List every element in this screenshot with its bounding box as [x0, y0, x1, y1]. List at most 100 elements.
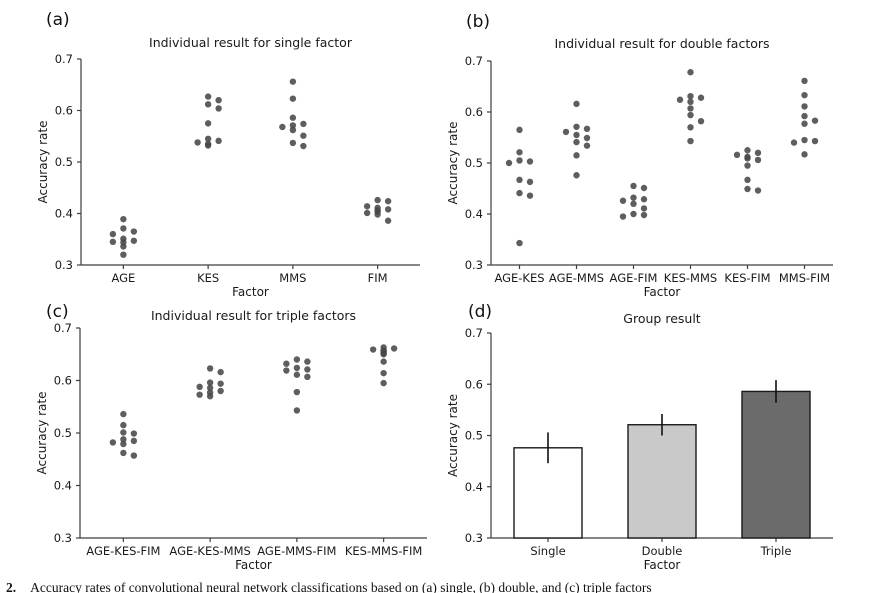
scatter-point [573, 123, 580, 130]
scatter-point [697, 94, 705, 101]
scatter-point [687, 124, 694, 131]
scatter-point [120, 449, 127, 457]
x-tick-label: AGE-MMS [549, 271, 604, 285]
scatter-point [380, 358, 387, 365]
chart-title: Group result [623, 311, 700, 326]
scatter-point [516, 176, 523, 184]
scatter-point [754, 156, 762, 164]
scatter-point [516, 239, 523, 247]
x-tick-label: MMS [279, 271, 306, 285]
scatter-point [204, 135, 212, 143]
scatter-point [109, 439, 117, 446]
scatter-point [293, 364, 301, 372]
x-tick-label: FIM [368, 271, 388, 285]
y-axis-title: Accuracy rate [446, 122, 460, 205]
y-tick-label: 0.5 [465, 156, 483, 170]
scatter-point [130, 237, 138, 244]
scatter-point [640, 211, 648, 219]
scatter-point [619, 213, 627, 220]
bar [627, 424, 697, 539]
scatter-point [744, 147, 751, 154]
y-tick-label: 0.5 [55, 155, 73, 169]
scatter-point [526, 192, 534, 199]
scatter-point [526, 178, 534, 186]
scatter-point [811, 137, 819, 145]
panel-c-label: (c) [46, 302, 69, 322]
chart-title: Individual result for single factor [149, 35, 353, 50]
scatter-point [217, 368, 224, 376]
scatter-point [384, 217, 392, 224]
panel-d: (d) 0.3 0.4 0.5 0.6 0.7 Single Double Triple Gro… [442, 296, 884, 580]
scatter-point [583, 134, 591, 142]
panel-b-label: (b) [466, 12, 491, 32]
scatter-point [390, 345, 398, 352]
scatter-point [687, 98, 694, 106]
scatter-point [516, 126, 523, 134]
scatter-point [573, 138, 580, 146]
scatter-point [215, 97, 222, 104]
scatter-point [801, 77, 808, 85]
scatter-point [120, 429, 127, 436]
scatter-point [196, 383, 203, 390]
scatter-point [120, 215, 127, 223]
scatter-point [363, 203, 371, 210]
scatter-point [374, 196, 381, 204]
scatter-point [130, 228, 138, 235]
scatter-point [573, 172, 580, 179]
scatter-point [206, 393, 214, 400]
scatter-point [289, 126, 297, 134]
scatter-point [744, 155, 751, 162]
panel-a-chart: 0.3 0.4 0.5 0.6 0.7 AGE KES MMS FIM Individual re… [36, 35, 420, 296]
scatter-point [120, 225, 127, 232]
x-tick-label: KES [197, 271, 219, 285]
y-tick-label: 0.4 [54, 479, 72, 493]
y-tick-label: 0.3 [55, 258, 73, 272]
y-tick-label: 0.3 [465, 258, 483, 272]
scatter-point [380, 379, 387, 387]
scatter-point [754, 149, 762, 156]
scatter-point [304, 373, 311, 381]
scatter-point [217, 380, 224, 387]
scatter-point [289, 78, 297, 85]
y-tick-label: 0.7 [54, 321, 72, 335]
scatter-point [374, 211, 381, 218]
bar [741, 390, 811, 539]
scatter-point [380, 351, 387, 358]
scatter-point [363, 209, 371, 217]
scatter-point [697, 117, 705, 125]
scatter-point [640, 205, 648, 212]
y-tick-label: 0.4 [465, 207, 483, 221]
scatter-point [687, 105, 694, 112]
x-tick-label: AGE-MMS-FIM [257, 544, 336, 558]
scatter-point [801, 91, 808, 99]
scatter-point [505, 159, 513, 167]
x-tick-label: Double [642, 544, 683, 558]
scatter-point [640, 196, 648, 203]
scatter-point [573, 131, 580, 139]
panel-a-label: (a) [46, 10, 70, 30]
scatter-point [380, 369, 387, 377]
scatter-point [120, 410, 127, 418]
scatter-point [369, 346, 377, 353]
y-tick-label: 0.7 [55, 52, 73, 66]
y-tick-label: 0.7 [465, 326, 483, 340]
scatter-point [300, 142, 307, 150]
y-tick-label: 0.4 [465, 480, 483, 494]
scatter-point [630, 194, 637, 201]
y-tick-label: 0.3 [465, 531, 483, 545]
y-axis-title: Accuracy rate [35, 392, 49, 475]
scatter-point [384, 206, 392, 213]
figure-caption: 2. Accuracy rates of convolutional neural… [6, 580, 878, 593]
scatter-point [206, 365, 214, 372]
scatter-point [619, 197, 627, 204]
scatter-point [801, 103, 808, 110]
y-tick-label: 0.3 [54, 531, 72, 545]
scatter-point [384, 197, 392, 205]
scatter-point [204, 142, 212, 149]
scatter-point [526, 158, 534, 165]
y-axis-title: Accuracy rate [446, 394, 460, 477]
scatter-point [640, 184, 648, 192]
scatter-point [204, 93, 212, 100]
x-tick-label: AGE-KES-MMS [169, 544, 250, 558]
